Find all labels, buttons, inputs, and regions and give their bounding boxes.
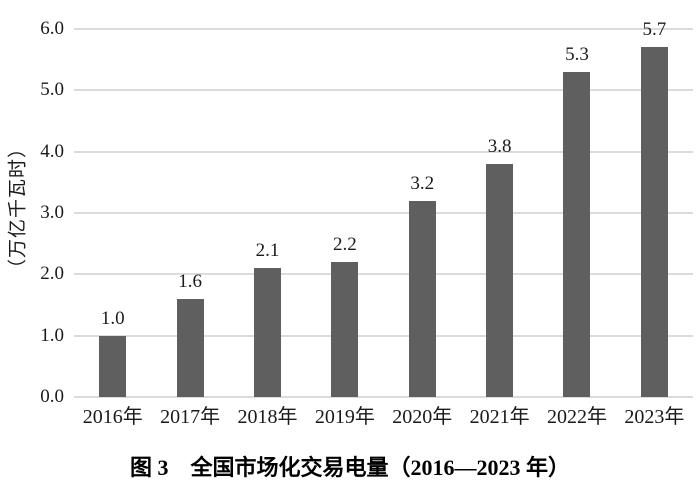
x-tick-label: 2016年 [82, 406, 143, 428]
x-tick-label: 2022年 [546, 406, 607, 428]
bar-value-label: 3.2 [410, 172, 435, 194]
bar [640, 47, 668, 397]
x-tick-label: 2017年 [160, 406, 221, 428]
gridline [74, 89, 693, 92]
x-tick-label: 2023年 [624, 406, 685, 428]
bar [176, 298, 204, 397]
y-tick-label: 3.0 [40, 202, 64, 223]
y-tick-label: 2.0 [40, 263, 64, 285]
gridline [74, 396, 693, 398]
gridline [74, 212, 693, 214]
bar [331, 262, 359, 397]
bar-value-label: 3.8 [487, 135, 512, 157]
bar [408, 200, 436, 397]
bar-value-label: 5.7 [642, 19, 667, 41]
bar-value-label: 1.0 [100, 307, 125, 329]
x-axis-tick-labels: 2016年 2017年 2018年 2019年 2020年 2021年 2022年 2023年 [74, 404, 693, 432]
x-tick-label: 2021年 [469, 406, 530, 428]
bar [99, 335, 127, 397]
gridline [74, 28, 693, 30]
bar-value-label: 1.6 [178, 270, 202, 292]
x-tick-label: 2019年 [314, 406, 375, 428]
y-tick-label: 4.0 [40, 140, 64, 162]
y-tick-label: 6.0 [40, 18, 64, 39]
plot-area: 1.0 1.6 2.1 2.2 3.2 3.8 5.3 5.7 [74, 19, 693, 398]
bar-value-label: 2.2 [332, 234, 357, 256]
bar [253, 268, 281, 397]
figure-caption: 图 3 全国市场化交易电量（2016—2023 年） [129, 455, 570, 480]
y-tick-label: 5.0 [40, 79, 64, 101]
y-tick-label: 1.0 [40, 324, 64, 346]
y-tick-label: 0.0 [40, 386, 64, 407]
gridline [74, 150, 693, 153]
bar [563, 71, 591, 397]
bar-value-label: 5.3 [565, 43, 589, 65]
x-tick-label: 2020年 [392, 406, 453, 428]
gridline [74, 334, 693, 337]
x-tick-label: 2018年 [237, 406, 298, 428]
bar [486, 163, 514, 397]
y-axis-tick-labels: 0.0 1.0 2.0 3.0 4.0 5.0 6.0 [0, 18, 64, 407]
gridline [74, 273, 693, 276]
bar-value-label: 2.1 [255, 240, 280, 262]
